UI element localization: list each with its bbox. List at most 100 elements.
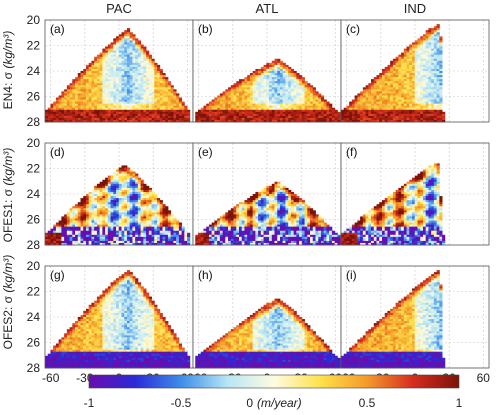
heatmap-cell — [398, 107, 402, 111]
heatmap-cell — [91, 109, 95, 113]
heatmap-cell — [58, 232, 62, 236]
heatmap-cell — [409, 117, 413, 121]
heatmap-cell — [137, 64, 142, 68]
heatmap-cell — [126, 226, 131, 230]
heatmap-cell — [151, 109, 155, 113]
heatmap-cell — [107, 56, 111, 60]
heatmap-cell — [159, 117, 163, 121]
heatmap-cell — [390, 105, 394, 109]
heatmap-cell — [409, 105, 413, 109]
heatmap-cell — [269, 71, 273, 74]
heatmap-cell — [431, 93, 435, 96]
heatmap-cell — [143, 52, 147, 56]
heatmap-cell — [439, 85, 443, 88]
heatmap-cell — [146, 113, 150, 117]
heatmap-cell — [376, 79, 380, 82]
heatmap-cell — [88, 115, 92, 119]
heatmap-cell — [143, 115, 147, 119]
heatmap-cell — [69, 230, 73, 234]
heatmap-cell — [107, 175, 111, 179]
heatmap-cell — [312, 87, 316, 90]
heatmap-cell — [88, 113, 92, 117]
heatmap-cell — [417, 99, 421, 102]
heatmap-cell — [107, 79, 111, 82]
heatmap-cell — [310, 99, 314, 102]
heatmap-cell — [398, 103, 402, 107]
heatmap-cell — [412, 42, 416, 45]
heatmap-cell — [118, 83, 122, 86]
heatmap-cell — [219, 113, 223, 117]
heatmap-cell — [113, 202, 117, 205]
row-label-en4-unit: (kg/m³) — [1, 31, 15, 69]
heatmap-cell — [157, 222, 161, 225]
heatmap-cell — [290, 81, 295, 84]
heatmap-cell — [252, 107, 256, 111]
heatmap-cell — [107, 232, 111, 236]
heatmap-cell — [140, 81, 144, 84]
heatmap-cell — [379, 95, 383, 98]
heatmap-cell — [439, 95, 443, 98]
heatmap-cell — [412, 111, 416, 115]
heatmap-cell — [121, 105, 125, 109]
heatmap-cell — [401, 111, 405, 115]
heatmap-cell — [170, 214, 174, 217]
heatmap-cell — [301, 107, 305, 111]
heatmap-cell — [154, 79, 158, 82]
heatmap-cell — [384, 83, 388, 86]
heatmap-cell — [66, 89, 70, 92]
heatmap-cell — [165, 95, 169, 98]
heatmap-cell — [66, 226, 70, 230]
heatmap-cell — [398, 91, 402, 94]
heatmap-cell — [118, 206, 122, 209]
heatmap-cell — [45, 109, 49, 113]
heatmap-cell — [129, 58, 133, 62]
heatmap-cell — [61, 101, 65, 105]
heatmap-cell — [222, 107, 226, 111]
heatmap-cell — [107, 216, 111, 219]
heatmap-cell — [241, 117, 245, 121]
heatmap-cell — [255, 75, 259, 78]
heatmap-cell — [69, 210, 73, 213]
heatmap-cell — [181, 105, 185, 109]
heatmap-cell — [433, 48, 438, 51]
heatmap-cell — [214, 119, 218, 123]
heatmap-cell — [75, 107, 79, 111]
heatmap-cell — [238, 119, 243, 123]
heatmap-cell — [113, 171, 117, 174]
heatmap-cell — [258, 109, 262, 113]
heatmap-cell — [129, 238, 133, 242]
heatmap-cell — [387, 99, 391, 102]
heatmap-cell — [83, 230, 87, 234]
heatmap-cell — [395, 97, 399, 100]
heatmap-cell — [247, 117, 251, 121]
heatmap-cell — [271, 103, 275, 107]
heatmap-cell — [181, 242, 185, 246]
heatmap-cell — [118, 222, 122, 225]
heatmap-cell — [255, 101, 259, 105]
heatmap-cell — [85, 218, 90, 221]
heatmap-cell — [401, 85, 405, 88]
heatmap-cell — [94, 99, 98, 102]
heatmap-cell — [116, 107, 120, 111]
heatmap-cell — [72, 111, 76, 115]
heatmap-cell — [135, 202, 139, 205]
heatmap-cell — [64, 230, 68, 234]
heatmap-cell — [266, 103, 270, 107]
heatmap-cell — [135, 50, 139, 54]
heatmap-cell — [279, 71, 284, 74]
heatmap-cell — [422, 115, 427, 119]
heatmap-cell — [219, 97, 223, 100]
heatmap-cell — [403, 95, 407, 98]
heatmap-cell — [425, 111, 429, 115]
heatmap-cell — [124, 175, 128, 179]
heatmap-cell — [102, 115, 106, 119]
heatmap-cell — [299, 101, 303, 105]
heatmap-cell — [417, 91, 421, 94]
heatmap-cell — [154, 95, 158, 98]
heatmap-cell — [301, 103, 305, 107]
heatmap-cell — [132, 83, 136, 86]
heatmap-cell — [116, 71, 120, 74]
heatmap-cell — [425, 60, 429, 64]
heatmap-cell — [414, 87, 418, 90]
